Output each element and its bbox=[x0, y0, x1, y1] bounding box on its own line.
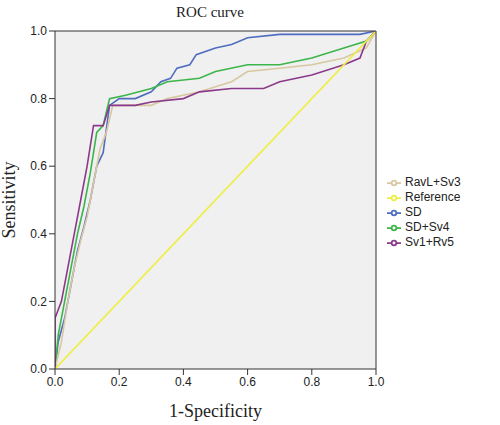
svg-text:0.2: 0.2 bbox=[111, 375, 128, 389]
svg-text:0.6: 0.6 bbox=[30, 159, 47, 173]
html-text:RavL+Sv3: RavL+Sv3 bbox=[405, 175, 461, 190]
svg-text:0.0: 0.0 bbox=[47, 375, 64, 389]
html-text:Sv1+Rv5: Sv1+Rv5 bbox=[405, 234, 454, 249]
svg-text:0.0: 0.0 bbox=[30, 362, 47, 376]
svg-text:0.2: 0.2 bbox=[30, 295, 47, 309]
svg-text:0.4: 0.4 bbox=[175, 375, 192, 389]
svg-text:0.4: 0.4 bbox=[30, 227, 47, 241]
html-text:ROC curve: ROC curve bbox=[176, 4, 244, 20]
svg-text:1-Specificity: 1-Specificity bbox=[169, 401, 262, 421]
html-text:SD+Sv4: SD+Sv4 bbox=[405, 219, 450, 234]
svg-text:0.6: 0.6 bbox=[239, 375, 256, 389]
svg-text:1.0: 1.0 bbox=[368, 375, 385, 389]
html-text:Reference: Reference bbox=[405, 190, 461, 205]
html-text:SD: SD bbox=[405, 205, 422, 220]
svg-text:0.8: 0.8 bbox=[303, 375, 320, 389]
svg-text:1.0: 1.0 bbox=[30, 24, 47, 38]
svg-text:0.8: 0.8 bbox=[30, 92, 47, 106]
svg-text:Sensitivity: Sensitivity bbox=[8, 161, 19, 238]
